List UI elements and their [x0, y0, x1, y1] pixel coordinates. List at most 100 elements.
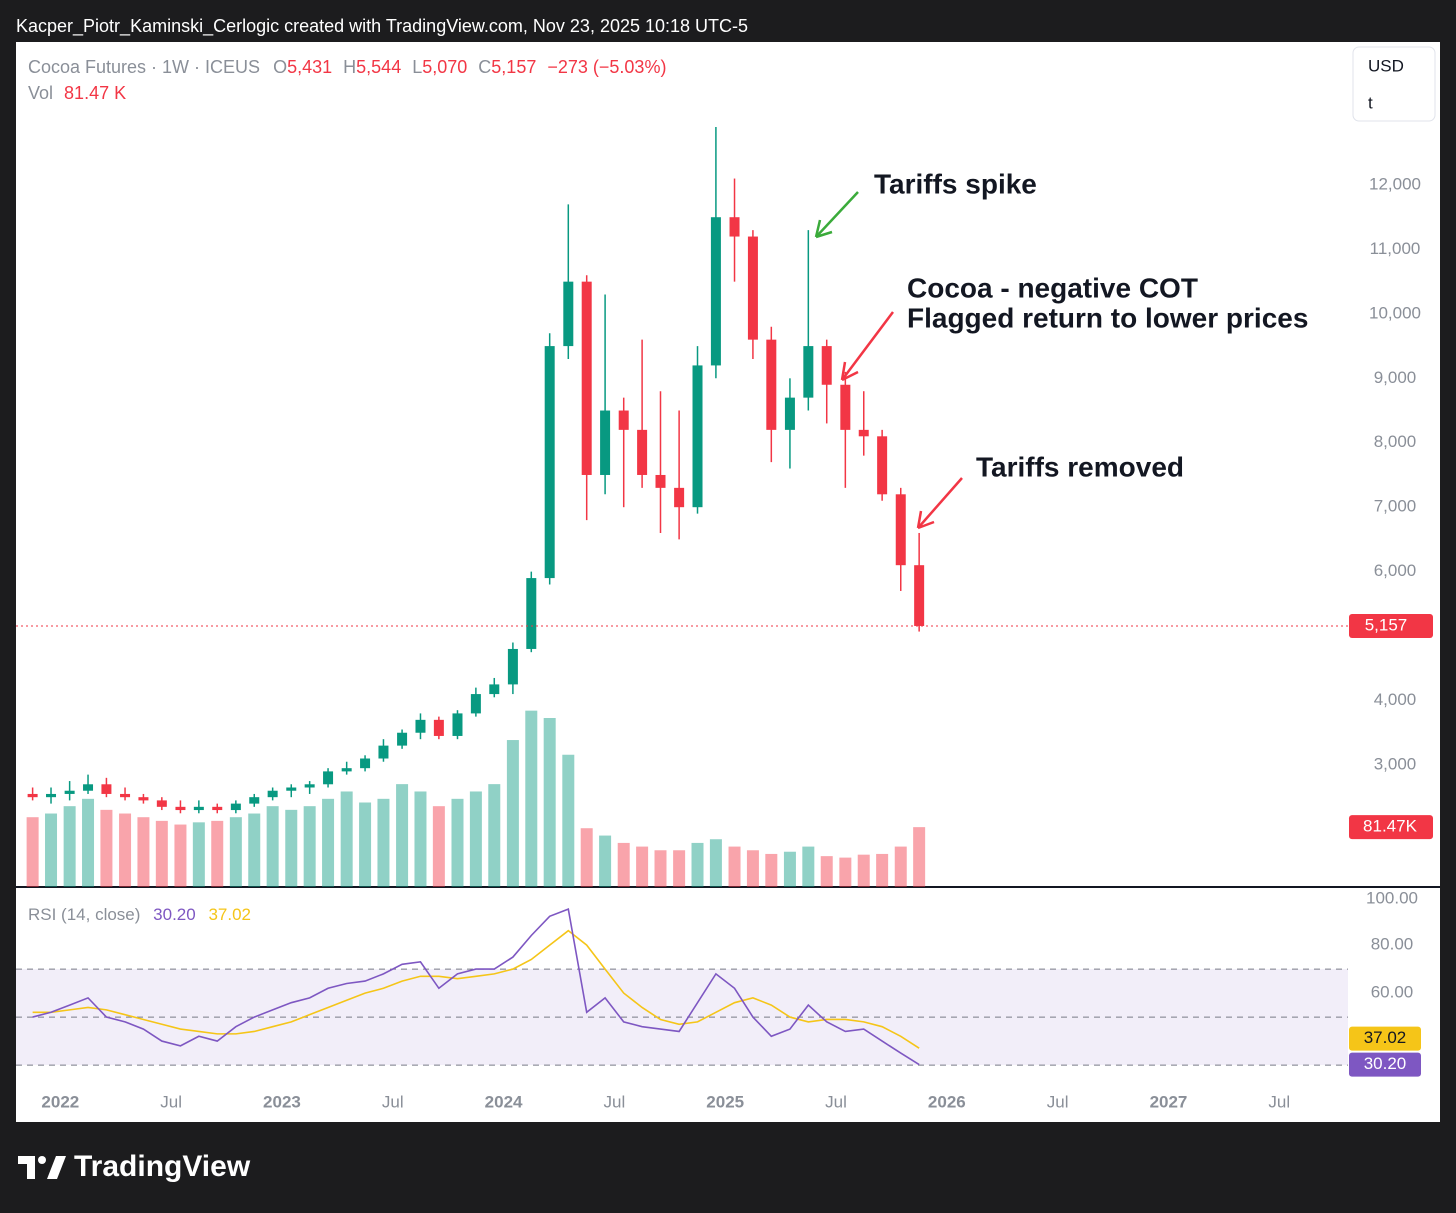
x-tick-label: Jul	[1268, 1092, 1290, 1111]
annotation: Flagged return to lower prices	[907, 302, 1308, 333]
volume-bar	[488, 784, 501, 887]
candle-body	[433, 719, 444, 736]
candle-body	[304, 784, 315, 788]
volume-bar	[414, 791, 427, 887]
volume-bar	[636, 846, 649, 887]
rsi-ma-last-label: 37.02	[1364, 1028, 1407, 1047]
o-value: 5,431	[287, 57, 332, 77]
x-tick-label: 2022	[41, 1092, 79, 1111]
candle-body	[267, 790, 278, 798]
x-tick-label: Jul	[1047, 1092, 1069, 1111]
volume-bar	[543, 718, 556, 887]
volume-bar	[709, 839, 722, 887]
candle-body	[138, 797, 149, 801]
x-tick-label: Jul	[160, 1092, 182, 1111]
candle-body	[397, 732, 408, 746]
y-tick-label: 11,000	[1370, 239, 1421, 258]
candle-body	[415, 719, 426, 733]
volume-bar	[192, 822, 205, 887]
candle-body	[489, 684, 500, 695]
y-tick-label: 6,000	[1374, 561, 1417, 580]
y-tick-label: 7,000	[1374, 497, 1417, 516]
candle-body	[156, 800, 167, 807]
x-tick-label: 2027	[1150, 1092, 1188, 1111]
rsi-value: 30.20	[153, 905, 196, 924]
volume-bar	[82, 798, 95, 887]
volume-bar	[211, 820, 224, 887]
volume-bar	[857, 854, 870, 887]
h-label: H	[343, 57, 356, 77]
volume-bar	[599, 835, 612, 887]
plot: 3,000 4,000 6,000 7,000 8,000 9,000 10,000 11,0…	[16, 126, 1433, 1111]
footer: TradingView	[74, 1150, 251, 1183]
candle-body	[600, 410, 611, 475]
volume-bar	[63, 806, 76, 887]
x-tick-label: 2025	[706, 1092, 744, 1111]
volume-bar	[432, 806, 445, 887]
volume-bar	[359, 802, 372, 887]
candle-body	[452, 713, 463, 736]
candle-body	[341, 768, 352, 772]
candle-body	[895, 494, 906, 566]
volume-bar	[119, 813, 132, 887]
candle-body	[526, 578, 537, 649]
candle-body	[803, 346, 814, 398]
rsi-line	[32, 907, 920, 1066]
candle-body	[212, 806, 223, 811]
y-tick-label: 9,000	[1374, 368, 1417, 387]
volume-bar	[100, 809, 113, 887]
y-tick-label: 8,000	[1374, 432, 1417, 451]
volume-bar	[580, 828, 593, 887]
volume-bar	[802, 846, 815, 887]
arrows	[814, 191, 963, 530]
currency-box[interactable]	[1352, 46, 1436, 122]
candle-body	[877, 436, 888, 495]
candle-body	[64, 790, 75, 794]
x-tick-label: 2023	[263, 1092, 301, 1111]
currency: USD	[1368, 56, 1404, 75]
candle-body	[470, 694, 481, 714]
logo-dot	[38, 1156, 46, 1164]
volume-bar	[728, 846, 741, 887]
volume-bar	[876, 853, 889, 887]
h-value: 5,544	[356, 57, 401, 77]
volume-bar	[783, 851, 796, 887]
candle-body	[821, 346, 832, 385]
volume-bar	[469, 791, 482, 887]
last-price-label: 5,157	[1365, 615, 1408, 634]
rsi-last-label: 30.20	[1364, 1054, 1407, 1073]
arrow	[840, 311, 894, 382]
vol-label: Vol	[28, 83, 53, 103]
candle-body	[323, 771, 334, 785]
volume-bar	[654, 850, 667, 887]
volume-legend: Vol 81.47 K	[28, 83, 126, 103]
rsi-ma-value: 37.02	[208, 905, 251, 924]
volume-bar	[396, 784, 409, 887]
rsi-legend: RSI (14, close) 30.20 37.02	[28, 905, 251, 924]
x-tick-label: Jul	[382, 1092, 404, 1111]
last-volume-label: 81.47K	[1363, 817, 1418, 836]
header: Kacper_Piotr_Kaminski_Cerlogic created w…	[16, 16, 748, 37]
candle-body	[655, 474, 666, 488]
rsi-title: RSI (14, close)	[28, 905, 140, 924]
candle-body	[27, 793, 38, 798]
annotation: Tariffs spike	[874, 168, 1037, 199]
volume-bar	[340, 791, 353, 887]
y-tick-label: 12,000	[1369, 174, 1421, 193]
x-tick-label: Jul	[604, 1092, 626, 1111]
volume-bar	[691, 842, 704, 887]
volume-bar	[322, 798, 335, 887]
price-label-box	[1349, 613, 1433, 638]
y-tick-label: 10,000	[1369, 303, 1421, 322]
candle-body	[101, 784, 112, 794]
volume-bar	[45, 813, 58, 887]
annotation: Cocoa - negative COT	[907, 272, 1198, 303]
volume-bar	[451, 798, 464, 887]
candle-body	[914, 565, 925, 626]
y-tick-label: 3,000	[1374, 754, 1417, 773]
candle-body	[46, 793, 57, 798]
y-tick-label: 4,000	[1374, 690, 1417, 709]
chart-panel	[16, 42, 1440, 1122]
annotation: Tariffs removed	[976, 451, 1184, 482]
